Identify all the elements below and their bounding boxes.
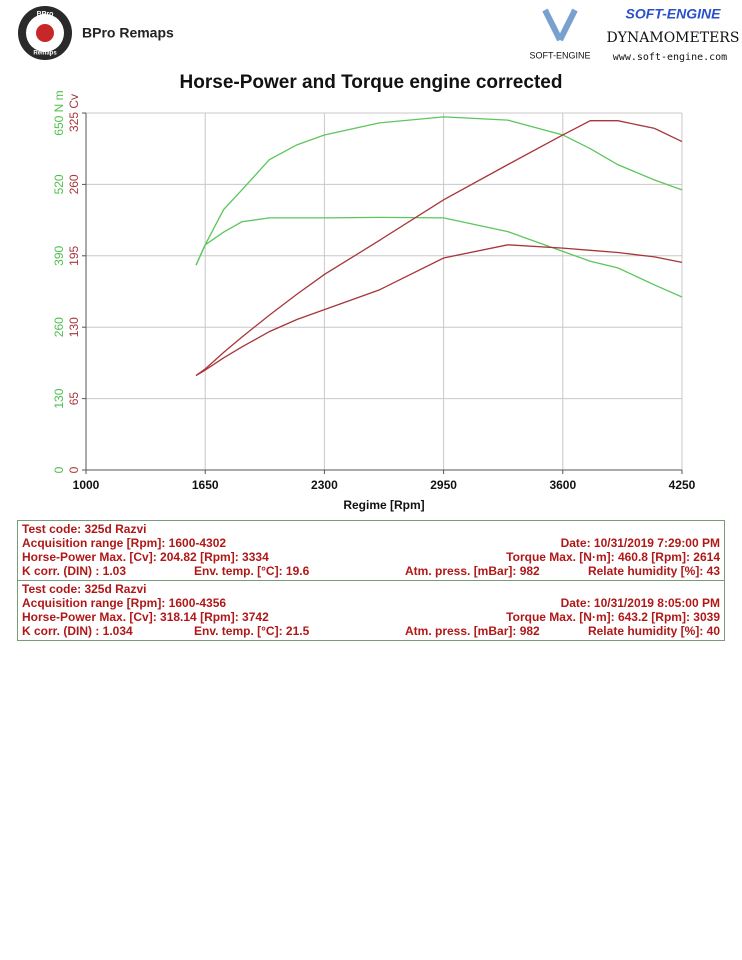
series-line [195, 244, 683, 377]
series-line [195, 116, 683, 266]
badge-core [36, 24, 54, 42]
vendor: SOFT-ENGINE [626, 6, 722, 22]
info-text: Torque Max. [N·m]: 643.2 [Rpm]: 3039 [506, 610, 720, 624]
chart: BPro Remaps BPro Remaps SOFT-ENGINE DYNA… [18, 6, 740, 512]
y-tick-label: 260 [52, 317, 66, 337]
info-box: Test code: 325d Razvi Acquisition range [… [17, 520, 725, 641]
info-line: Test code: 325d Razvi [22, 522, 720, 536]
y2-tick-label: 0 [67, 466, 81, 473]
vendor-sub: DYNAMOMETERS [607, 30, 740, 46]
brand: BPro Remaps [82, 25, 174, 41]
info-text: Horse-Power Max. [Cv]: 204.82 [Rpm]: 333… [22, 550, 269, 564]
vendor-logo: SOFT-ENGINE [529, 50, 590, 60]
info-line: Horse-Power Max. [Cv]: 318.14 [Rpm]: 374… [22, 610, 720, 624]
logo-pistons [542, 8, 578, 42]
info-text: Relate humidity [%]: 43 [587, 564, 720, 578]
info-text: Horse-Power Max. [Cv]: 318.14 [Rpm]: 374… [22, 610, 269, 624]
info-text: Atm. press. [mBar]: 982 [405, 564, 540, 578]
y-tick-label: 130 [52, 388, 66, 408]
y-tick-label: 520 [52, 174, 66, 194]
info-text: Atm. press. [mBar]: 982 [405, 624, 540, 638]
info-text: Env. temp. [°C]: 19.6 [194, 564, 310, 578]
y-tick-label: 650 N m [52, 90, 66, 135]
info-text: K corr. (DIN) : 1.034 [22, 624, 133, 638]
info-line: Acquisition range [Rpm]: 1600-4356 Date: … [22, 596, 720, 610]
y2-tick-label: 260 [67, 174, 81, 194]
chart-title: Horse-Power and Torque engine corrected [180, 72, 563, 93]
info-text: Acquisition range [Rpm]: 1600-4302 [22, 536, 227, 550]
url: www.soft-engine.com [613, 52, 727, 63]
info-text: Relate humidity [%]: 40 [587, 624, 720, 638]
info-line: Acquisition range [Rpm]: 1600-4302 Date: … [22, 536, 720, 550]
y2-tick-label: 130 [67, 317, 81, 337]
info-line: K corr. (DIN) : 1.034 Env. temp. [°C]: 21… [22, 624, 720, 638]
info-text: Date: 10/31/2019 8:05:00 PM [560, 596, 720, 610]
y2-tick-label: 195 [67, 245, 81, 265]
info-text: K corr. (DIN) : 1.03 [22, 564, 127, 578]
info-line: Horse-Power Max. [Cv]: 204.82 [Rpm]: 333… [22, 550, 720, 564]
info-text: Test code: 325d Razvi [22, 522, 147, 536]
y2-tick-label: 325 Cv [67, 94, 81, 132]
info-text: Torque Max. [N·m]: 460.8 [Rpm]: 2614 [506, 550, 720, 564]
x-axis-label: Regime [Rpm] [343, 498, 424, 512]
x-tick-label: 3600 [549, 478, 576, 492]
x-tick-label: 1000 [73, 478, 100, 492]
info-text: Acquisition range [Rpm]: 1600-4356 [22, 596, 227, 610]
series-line [195, 120, 683, 377]
x-tick-label: 2300 [311, 478, 338, 492]
badge-bottom: Remaps [33, 51, 57, 57]
info-text: Date: 10/31/2019 7:29:00 PM [560, 536, 720, 550]
y2-tick-label: 65 [67, 392, 81, 406]
x-tick-label: 2950 [430, 478, 457, 492]
badge-top: BPro [37, 11, 54, 18]
x-tick-label: 4250 [669, 478, 696, 492]
run-block: Test code: 325d Razvi Acquisition range [… [18, 581, 724, 640]
x-tick-label: 1650 [192, 478, 219, 492]
series-line [195, 216, 683, 298]
y-tick-label: 0 [52, 466, 66, 473]
info-text: Env. temp. [°C]: 21.5 [194, 624, 310, 638]
info-line: K corr. (DIN) : 1.03 Env. temp. [°C]: 19.… [22, 564, 720, 578]
info-text: Test code: 325d Razvi [22, 582, 147, 596]
run-block: Test code: 325d Razvi Acquisition range [… [18, 521, 724, 581]
y-tick-label: 390 [52, 245, 66, 265]
info-line: Test code: 325d Razvi [22, 582, 720, 596]
